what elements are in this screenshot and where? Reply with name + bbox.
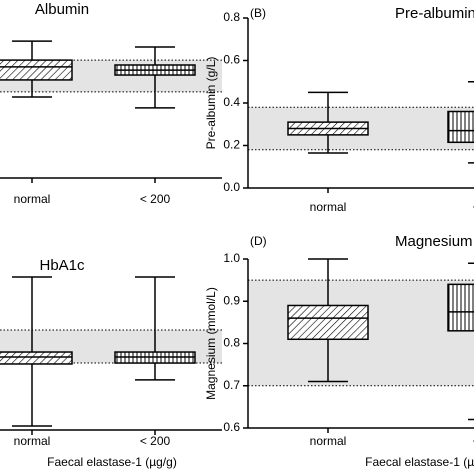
- box: [447, 110, 474, 144]
- chart-title: Magnesium: [395, 233, 473, 250]
- x-tick-label: normal: [310, 200, 347, 214]
- y-tick-label: 0.8: [223, 336, 240, 350]
- x-axis-label: Faecal elastase-1 (µg/g): [365, 455, 474, 469]
- panel-label: (B): [250, 6, 266, 20]
- box: [0, 351, 73, 365]
- y-tick-label: 0.9: [223, 293, 240, 307]
- y-tick-label: 0.0: [223, 180, 240, 194]
- x-tick-label: < 200: [140, 192, 171, 206]
- y-tick-label: 0.6: [223, 420, 240, 434]
- x-axis-label: Faecal elastase-1 (µg/g): [47, 455, 177, 469]
- y-tick-label: 0.7: [223, 378, 240, 392]
- chart-title: HbA1c: [39, 257, 85, 274]
- box: [447, 283, 474, 332]
- y-tick-label: 1.0: [223, 251, 240, 265]
- y-tick-label: 0.6: [223, 53, 240, 67]
- box: [0, 59, 73, 81]
- y-tick-label: 0.8: [223, 10, 240, 24]
- x-tick-label: < 200: [473, 434, 474, 448]
- y-axis-label: Magnesium (mmol/L): [204, 287, 218, 400]
- panel-label: (D): [250, 234, 267, 248]
- y-axis-label: Pre-albumin (g/L): [204, 57, 218, 150]
- y-tick-label: 0.2: [223, 138, 240, 152]
- x-tick-label: < 200: [140, 434, 171, 448]
- chart-title: Albumin: [35, 1, 89, 18]
- x-tick-label: normal: [14, 434, 51, 448]
- y-tick-label: 0.4: [223, 95, 240, 109]
- chart-title: Pre-albumin: [395, 5, 474, 22]
- box: [287, 304, 369, 341]
- x-tick-label: normal: [14, 192, 51, 206]
- x-tick-label: < 200: [473, 200, 474, 214]
- x-tick-label: normal: [310, 434, 347, 448]
